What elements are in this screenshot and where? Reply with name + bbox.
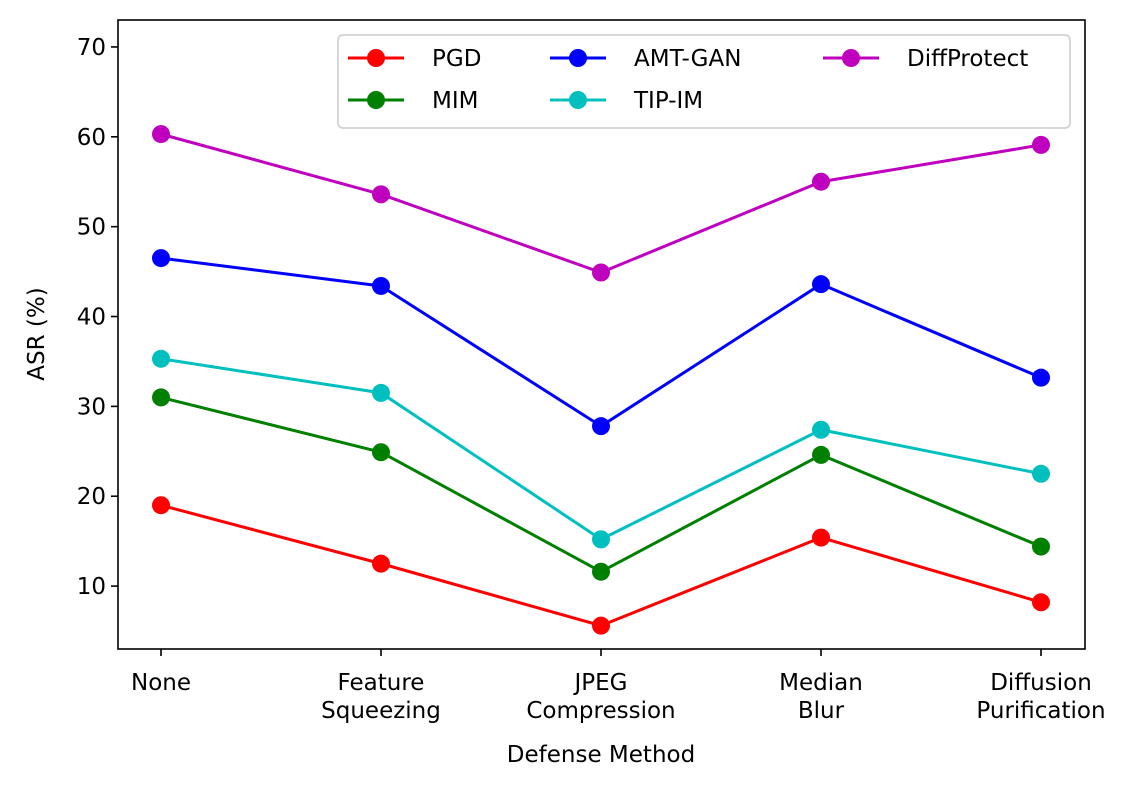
data-point-diffprotect [152,125,170,144]
x-axis-label: Defense Method [507,742,695,768]
series-points [152,125,1050,635]
data-point-mim [592,562,610,581]
x-tick-label: Purification [976,698,1105,724]
data-point-tip-im [372,383,390,402]
data-point-diffprotect [1032,135,1050,154]
x-tick-label: Feature [338,670,425,696]
data-point-mim [372,443,390,462]
data-point-amt-gan [152,249,170,268]
data-point-pgd [1032,593,1050,612]
legend-label-amt-gan: AMT-GAN [634,46,741,72]
legend-label-mim: MIM [432,88,478,114]
y-tick-label: 10 [77,574,106,600]
data-point-amt-gan [1032,368,1050,387]
y-tick-label: 60 [77,125,106,151]
legend-marker-mim [367,91,385,109]
data-point-mim [152,388,170,407]
y-axis: 10 20 30 40 50 60 70 [77,35,118,600]
x-tick-label: Compression [526,698,675,724]
data-point-pgd [372,554,390,573]
y-tick-label: 20 [77,484,106,510]
y-tick-label: 40 [77,305,106,331]
legend-box [337,34,1071,129]
data-point-tip-im [152,349,170,368]
legend-label-diffprotect: DiffProtect [907,46,1028,72]
data-point-diffprotect [592,263,610,282]
x-tick-label: Diffusion [990,670,1092,696]
legend-marker-tip-im [569,91,587,109]
data-point-diffprotect [812,172,830,191]
data-point-diffprotect [372,185,390,204]
data-point-amt-gan [372,276,390,295]
x-tick-label: Squeezing [321,698,441,724]
data-point-pgd [152,496,170,515]
legend-marker-pgd [367,49,385,67]
legend: PGD MIM AMT-GAN TIP-IM DiffProtect [337,34,1071,129]
legend-label-pgd: PGD [432,46,481,72]
y-tick-label: 70 [77,35,106,61]
legend-marker-diffprotect [842,49,860,67]
data-point-mim [812,445,830,464]
x-tick-label: JPEG [572,670,627,696]
data-point-tip-im [812,420,830,439]
y-axis-label: ASR (%) [24,287,50,380]
data-point-amt-gan [812,275,830,294]
y-tick-label: 50 [77,215,106,241]
data-point-tip-im [592,530,610,549]
legend-label-tip-im: TIP-IM [633,88,703,114]
x-tick-label: Median [779,670,863,696]
data-point-tip-im [1032,464,1050,483]
data-point-pgd [592,616,610,635]
data-point-pgd [812,528,830,547]
data-point-mim [1032,537,1050,556]
x-tick-label: None [131,670,191,696]
legend-marker-amt-gan [569,49,587,67]
data-point-amt-gan [592,417,610,436]
y-tick-label: 30 [77,394,106,420]
x-tick-label: Blur [798,698,845,724]
